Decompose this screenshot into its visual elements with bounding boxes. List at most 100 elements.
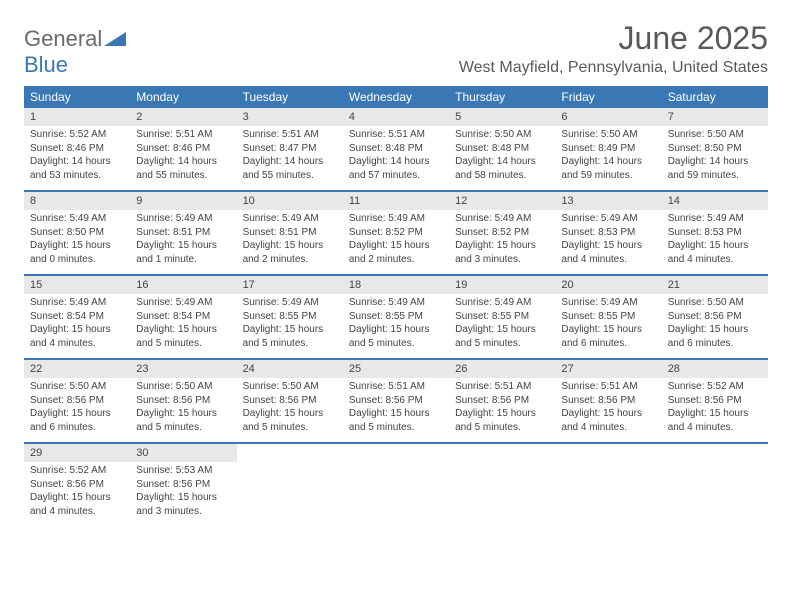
- day-number-cell: 11: [343, 191, 449, 210]
- sunrise-line: Sunrise: 5:51 AM: [561, 380, 655, 394]
- day-number-cell: 1: [24, 108, 130, 126]
- day-detail-cell: Sunrise: 5:51 AMSunset: 8:48 PMDaylight:…: [343, 126, 449, 191]
- day-detail-cell: Sunrise: 5:50 AMSunset: 8:49 PMDaylight:…: [555, 126, 661, 191]
- day-detail-cell: Sunrise: 5:49 AMSunset: 8:52 PMDaylight:…: [343, 210, 449, 275]
- day-detail-cell: Sunrise: 5:49 AMSunset: 8:54 PMDaylight:…: [24, 294, 130, 359]
- header: General Blue June 2025 West Mayfield, Pe…: [24, 20, 768, 78]
- sunrise-line: Sunrise: 5:51 AM: [349, 380, 443, 394]
- sunset-line: Sunset: 8:55 PM: [243, 310, 337, 324]
- day-detail-cell: Sunrise: 5:49 AMSunset: 8:51 PMDaylight:…: [237, 210, 343, 275]
- day-number-cell: 7: [662, 108, 768, 126]
- day-detail-cell: Sunrise: 5:52 AMSunset: 8:56 PMDaylight:…: [662, 378, 768, 443]
- sunset-line: Sunset: 8:47 PM: [243, 142, 337, 156]
- day-detail-row: Sunrise: 5:49 AMSunset: 8:50 PMDaylight:…: [24, 210, 768, 275]
- sunrise-line: Sunrise: 5:50 AM: [136, 380, 230, 394]
- calendar-table: Sunday Monday Tuesday Wednesday Thursday…: [24, 86, 768, 526]
- daylight-line: Daylight: 14 hours and 59 minutes.: [561, 155, 655, 182]
- sunset-line: Sunset: 8:56 PM: [30, 394, 124, 408]
- day-number-cell: [449, 443, 555, 462]
- daylight-line: Daylight: 15 hours and 5 minutes.: [136, 323, 230, 350]
- sunset-line: Sunset: 8:56 PM: [561, 394, 655, 408]
- sunset-line: Sunset: 8:56 PM: [136, 478, 230, 492]
- daylight-line: Daylight: 15 hours and 4 minutes.: [30, 491, 124, 518]
- sunrise-line: Sunrise: 5:49 AM: [30, 212, 124, 226]
- daylight-line: Daylight: 14 hours and 53 minutes.: [30, 155, 124, 182]
- day-number-cell: 20: [555, 275, 661, 294]
- day-number-row: 2930: [24, 443, 768, 462]
- daylight-line: Daylight: 15 hours and 5 minutes.: [349, 407, 443, 434]
- daylight-line: Daylight: 15 hours and 4 minutes.: [668, 239, 762, 266]
- logo-part1: General: [24, 26, 102, 51]
- day-number-cell: 22: [24, 359, 130, 378]
- daylight-line: Daylight: 14 hours and 55 minutes.: [243, 155, 337, 182]
- weekday-header: Friday: [555, 86, 661, 108]
- sunrise-line: Sunrise: 5:50 AM: [455, 128, 549, 142]
- day-number-row: 15161718192021: [24, 275, 768, 294]
- day-number-cell: 3: [237, 108, 343, 126]
- daylight-line: Daylight: 15 hours and 6 minutes.: [668, 323, 762, 350]
- day-detail-cell: Sunrise: 5:50 AMSunset: 8:50 PMDaylight:…: [662, 126, 768, 191]
- day-number-cell: 4: [343, 108, 449, 126]
- day-number-row: 891011121314: [24, 191, 768, 210]
- logo-triangle-icon: [104, 32, 126, 46]
- day-detail-cell: Sunrise: 5:51 AMSunset: 8:47 PMDaylight:…: [237, 126, 343, 191]
- sunset-line: Sunset: 8:53 PM: [561, 226, 655, 240]
- day-detail-cell: Sunrise: 5:50 AMSunset: 8:56 PMDaylight:…: [662, 294, 768, 359]
- sunrise-line: Sunrise: 5:51 AM: [243, 128, 337, 142]
- sunset-line: Sunset: 8:49 PM: [561, 142, 655, 156]
- sunset-line: Sunset: 8:51 PM: [243, 226, 337, 240]
- day-number-cell: 13: [555, 191, 661, 210]
- day-number-cell: 29: [24, 443, 130, 462]
- sunrise-line: Sunrise: 5:51 AM: [455, 380, 549, 394]
- sunset-line: Sunset: 8:50 PM: [668, 142, 762, 156]
- daylight-line: Daylight: 14 hours and 57 minutes.: [349, 155, 443, 182]
- day-detail-cell: [662, 462, 768, 526]
- sunset-line: Sunset: 8:56 PM: [349, 394, 443, 408]
- daylight-line: Daylight: 14 hours and 58 minutes.: [455, 155, 549, 182]
- day-number-cell: 30: [130, 443, 236, 462]
- day-detail-cell: Sunrise: 5:49 AMSunset: 8:55 PMDaylight:…: [555, 294, 661, 359]
- sunset-line: Sunset: 8:56 PM: [30, 478, 124, 492]
- day-detail-cell: Sunrise: 5:50 AMSunset: 8:56 PMDaylight:…: [237, 378, 343, 443]
- daylight-line: Daylight: 15 hours and 5 minutes.: [455, 407, 549, 434]
- sunrise-line: Sunrise: 5:50 AM: [30, 380, 124, 394]
- day-detail-cell: Sunrise: 5:52 AMSunset: 8:46 PMDaylight:…: [24, 126, 130, 191]
- weekday-header-row: Sunday Monday Tuesday Wednesday Thursday…: [24, 86, 768, 108]
- logo: General Blue: [24, 26, 126, 78]
- weekday-header: Saturday: [662, 86, 768, 108]
- weekday-header: Thursday: [449, 86, 555, 108]
- daylight-line: Daylight: 15 hours and 3 minutes.: [136, 491, 230, 518]
- day-number-cell: 9: [130, 191, 236, 210]
- sunset-line: Sunset: 8:52 PM: [349, 226, 443, 240]
- day-number-cell: [662, 443, 768, 462]
- sunset-line: Sunset: 8:51 PM: [136, 226, 230, 240]
- day-detail-cell: Sunrise: 5:50 AMSunset: 8:56 PMDaylight:…: [24, 378, 130, 443]
- sunset-line: Sunset: 8:55 PM: [455, 310, 549, 324]
- sunset-line: Sunset: 8:48 PM: [455, 142, 549, 156]
- logo-part2: Blue: [24, 52, 68, 77]
- sunrise-line: Sunrise: 5:51 AM: [349, 128, 443, 142]
- sunset-line: Sunset: 8:56 PM: [455, 394, 549, 408]
- day-detail-cell: Sunrise: 5:49 AMSunset: 8:55 PMDaylight:…: [449, 294, 555, 359]
- day-detail-cell: Sunrise: 5:49 AMSunset: 8:53 PMDaylight:…: [662, 210, 768, 275]
- sunrise-line: Sunrise: 5:49 AM: [30, 296, 124, 310]
- sunrise-line: Sunrise: 5:51 AM: [136, 128, 230, 142]
- sunset-line: Sunset: 8:54 PM: [136, 310, 230, 324]
- weekday-header: Monday: [130, 86, 236, 108]
- day-detail-row: Sunrise: 5:49 AMSunset: 8:54 PMDaylight:…: [24, 294, 768, 359]
- day-number-cell: 16: [130, 275, 236, 294]
- logo-text: General Blue: [24, 26, 126, 78]
- sunrise-line: Sunrise: 5:52 AM: [30, 464, 124, 478]
- day-number-cell: 17: [237, 275, 343, 294]
- sunrise-line: Sunrise: 5:49 AM: [136, 212, 230, 226]
- day-number-cell: 15: [24, 275, 130, 294]
- title-block: June 2025 West Mayfield, Pennsylvania, U…: [459, 20, 768, 77]
- day-number-cell: 26: [449, 359, 555, 378]
- day-number-cell: 25: [343, 359, 449, 378]
- day-detail-cell: [449, 462, 555, 526]
- sunrise-line: Sunrise: 5:49 AM: [455, 212, 549, 226]
- sunset-line: Sunset: 8:55 PM: [561, 310, 655, 324]
- day-detail-cell: Sunrise: 5:49 AMSunset: 8:51 PMDaylight:…: [130, 210, 236, 275]
- daylight-line: Daylight: 15 hours and 6 minutes.: [561, 323, 655, 350]
- sunset-line: Sunset: 8:55 PM: [349, 310, 443, 324]
